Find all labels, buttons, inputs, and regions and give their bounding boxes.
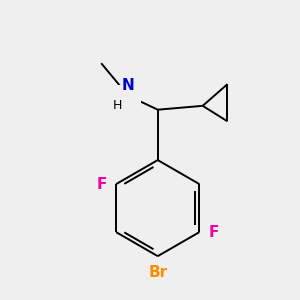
FancyBboxPatch shape: [206, 224, 226, 241]
Text: N: N: [122, 78, 135, 93]
FancyBboxPatch shape: [89, 176, 109, 193]
Text: H: H: [113, 99, 122, 112]
FancyBboxPatch shape: [142, 263, 174, 280]
Text: Br: Br: [148, 266, 167, 280]
Text: F: F: [97, 177, 107, 192]
Text: F: F: [209, 225, 219, 240]
FancyBboxPatch shape: [116, 85, 141, 106]
